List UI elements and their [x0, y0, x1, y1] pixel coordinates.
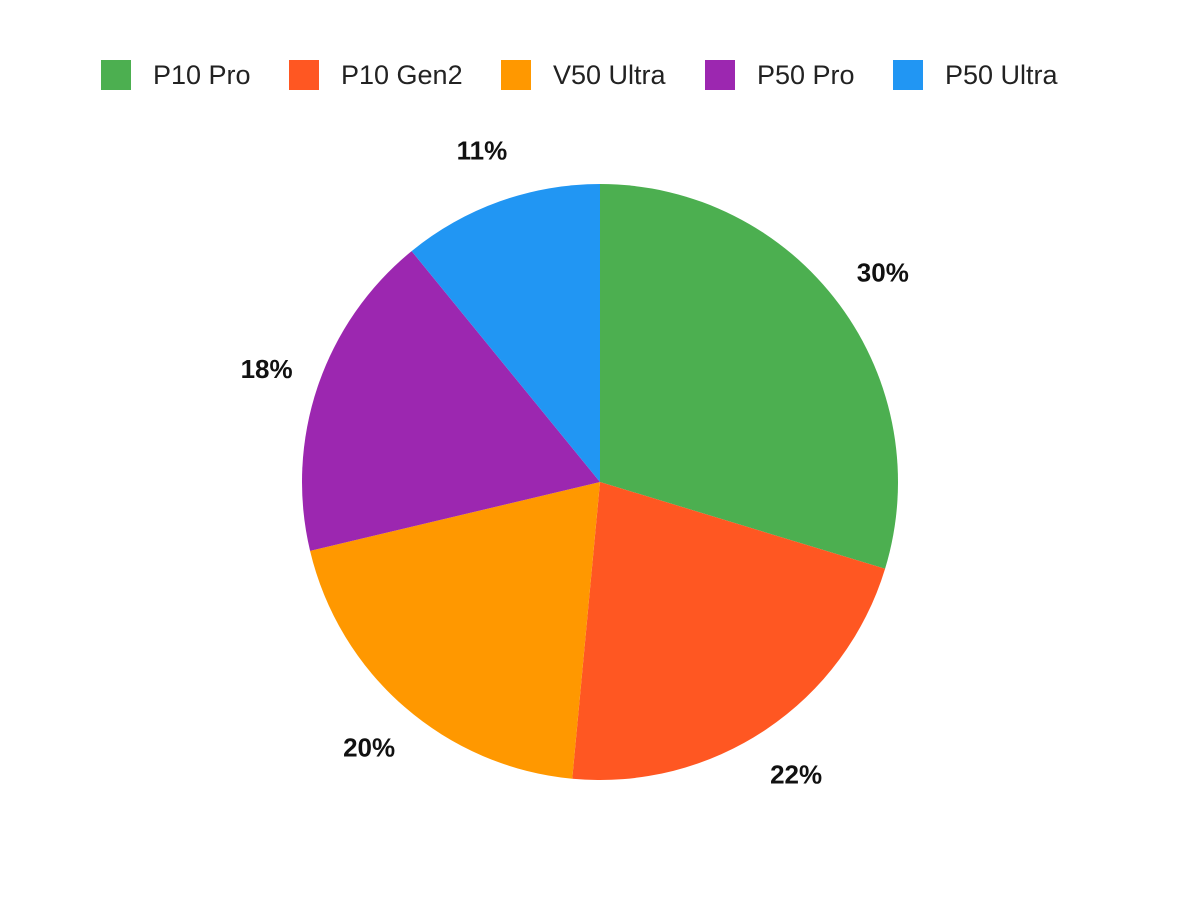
legend-label-p50-pro: P50 Pro — [757, 60, 855, 90]
pie-slice-v50-ultra — [310, 482, 600, 779]
legend-label-p50-ultra: P50 Ultra — [945, 60, 1059, 90]
pie-slice-p10-gen2 — [572, 482, 886, 780]
pie-slice-p50-ultra — [411, 184, 600, 482]
slice-labels: 30% 22% 20% 18% 11% — [241, 135, 909, 789]
legend-label-p10-pro: P10 Pro — [153, 60, 251, 90]
legend-swatch-p50-ultra — [893, 60, 923, 90]
legend-label-p10-gen2: P10 Gen2 — [341, 60, 463, 90]
legend-swatch-p10-gen2 — [289, 60, 319, 90]
legend-label-v50-ultra: V50 Ultra — [553, 60, 667, 90]
legend-swatch-v50-ultra — [501, 60, 531, 90]
slice-label-p10-pro: 30% — [857, 257, 909, 287]
legend-swatch-p10-pro — [101, 60, 131, 90]
pie-slice-p10-pro — [600, 184, 898, 569]
legend-swatch-p50-pro — [705, 60, 735, 90]
slice-label-p10-gen2: 22% — [770, 759, 822, 789]
slice-label-p50-ultra: 11% — [457, 135, 508, 165]
pie-slices — [301, 184, 898, 780]
slice-label-v50-ultra: 20% — [343, 733, 395, 763]
pie-slice-p50-pro — [301, 251, 600, 551]
legend: P10 Pro P10 Gen2 V50 Ultra P50 Pro P50 Ultra — [101, 60, 1059, 90]
slice-label-p50-pro: 18% — [241, 354, 293, 384]
